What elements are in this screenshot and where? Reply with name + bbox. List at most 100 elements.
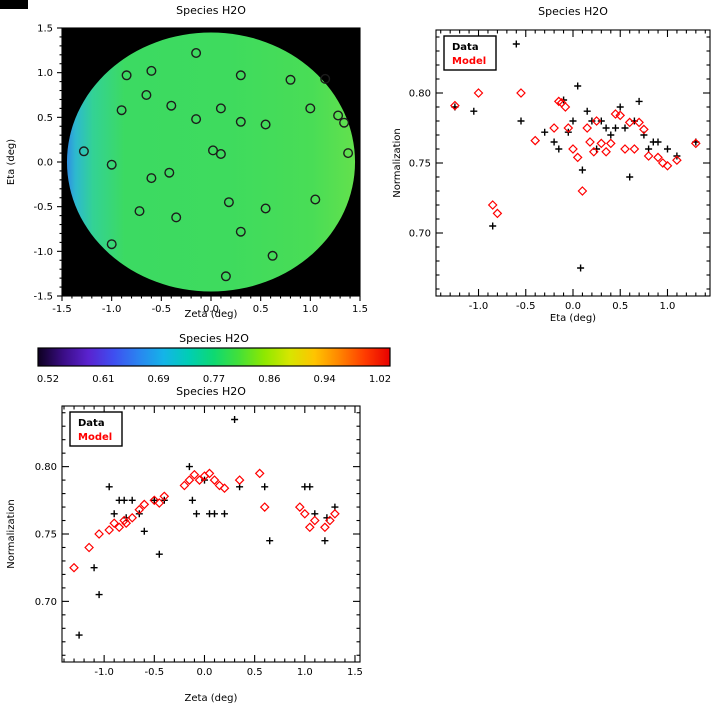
diamond-marker (219, 483, 230, 494)
diamond-marker (94, 529, 104, 539)
plus-marker (231, 416, 239, 423)
tick-label: 0.52 (37, 374, 59, 385)
diamond-marker (127, 512, 138, 523)
source-marker (146, 65, 157, 76)
diamond-marker (588, 146, 599, 157)
diamond-marker (553, 96, 564, 107)
legend-box (443, 35, 497, 71)
plus-marker (155, 550, 163, 558)
skymap-panel: Species H2O Zeta (deg) Eta (deg) -1.5 -1.… (0, 0, 395, 332)
diamond-marker (179, 480, 190, 491)
plus-marker (654, 138, 662, 146)
legend: Data Model (443, 35, 497, 71)
plus-marker (664, 145, 671, 153)
tick-label: 0.94 (314, 374, 336, 385)
tick-label: 0.61 (92, 374, 114, 385)
diamond-marker (563, 123, 574, 133)
diamond-marker (121, 518, 132, 529)
plus-marker (261, 483, 269, 491)
diamond-marker (530, 135, 541, 146)
source-marker (333, 110, 344, 121)
tick-label: 0.80 (409, 89, 431, 100)
diamond-marker (294, 502, 305, 512)
tick-label: 1.0 (37, 68, 53, 79)
source-marker (191, 48, 202, 59)
plus-marker (616, 103, 624, 111)
model-field-disk (66, 32, 356, 292)
diamond-marker (585, 137, 595, 147)
axes (435, 29, 711, 297)
tick-label: 1.5 (352, 304, 368, 315)
diamond-marker (672, 155, 682, 166)
tick-label: 1.0 (297, 667, 313, 678)
diamond-marker (596, 138, 607, 149)
source-marker (285, 74, 296, 85)
tick-label: -0.5 (33, 202, 53, 213)
diamond-marker (690, 138, 701, 149)
axes (57, 27, 361, 301)
colorbar-gradient (37, 347, 391, 367)
normalization-vs-eta-panel: Species H2O Eta (deg) Normalization -1.0… (390, 0, 720, 332)
x-axis-label: Zeta (deg) (184, 693, 238, 704)
plus-marker (569, 117, 577, 125)
plus-marker (602, 124, 610, 132)
plus-marker (110, 510, 118, 518)
plus-marker (489, 222, 497, 230)
diamond-marker (259, 502, 270, 512)
tick-label: 0.86 (258, 374, 280, 385)
diamond-marker (84, 542, 94, 553)
diamond-marker (615, 110, 626, 121)
diamond-marker (104, 525, 115, 535)
diamond-marker (254, 468, 265, 479)
diamond-marker (657, 158, 668, 168)
diamond-marker (134, 504, 145, 515)
diamond-marker (299, 508, 310, 519)
source-marker (171, 212, 182, 223)
source-marker (121, 70, 132, 81)
plus-marker (150, 496, 158, 504)
diamond-marker (109, 518, 120, 529)
diamond-marker (639, 124, 649, 135)
source-marker (141, 89, 152, 100)
source-marker (78, 146, 89, 157)
tick-label: 0.75 (35, 530, 57, 541)
source-marker (106, 239, 117, 250)
plus-marker (185, 463, 193, 471)
tick-label: -1.5 (52, 304, 72, 315)
plus-marker (221, 510, 228, 518)
tick-label: -1.0 (33, 247, 53, 258)
chart-title: Species H2O (538, 5, 608, 18)
plus-marker (555, 145, 563, 153)
plus-marker (578, 166, 586, 174)
source-marker (260, 119, 271, 130)
plus-marker (612, 124, 619, 132)
tick-label: 1.0 (302, 304, 318, 315)
diamond-marker (214, 480, 225, 491)
source-marker (134, 206, 145, 217)
axes (61, 405, 361, 663)
diamond-marker (309, 515, 320, 526)
diamond-marker (572, 152, 583, 163)
source-marker (260, 203, 271, 214)
tick-label: 1.5 (347, 667, 363, 678)
series-data (75, 416, 339, 639)
tick-labels: -1.5 -1.0 -0.5 0.0 0.5 1.0 1.5 -1.5 -1.0 -0.5 0.0 0… (33, 24, 367, 316)
source-marker (223, 197, 234, 208)
series-model (69, 468, 340, 573)
plus-marker (75, 631, 83, 639)
diamond-marker (154, 498, 165, 508)
source-marker (166, 100, 177, 111)
plus-marker (140, 527, 148, 535)
source-marker (235, 116, 246, 127)
plus-marker (105, 483, 113, 491)
source-marker (343, 148, 354, 159)
tick-label: 0.77 (203, 374, 225, 385)
tick-label: 0.5 (247, 667, 263, 678)
legend-entry-model: Model (78, 432, 112, 443)
tick-label: -1.0 (469, 301, 489, 312)
series-model (450, 88, 701, 219)
legend: Data Model (69, 411, 123, 447)
diamond-marker (634, 117, 644, 128)
plus-marker (211, 510, 218, 518)
plus-marker (626, 173, 634, 181)
